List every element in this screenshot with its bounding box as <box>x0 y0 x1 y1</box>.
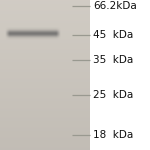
Text: 25  kDa: 25 kDa <box>93 90 133 99</box>
Bar <box>90 0 150 150</box>
Text: 18  kDa: 18 kDa <box>93 130 133 140</box>
Text: 35  kDa: 35 kDa <box>93 55 133 65</box>
Text: 45  kDa: 45 kDa <box>93 30 133 39</box>
Text: 66.2kDa: 66.2kDa <box>93 1 137 11</box>
